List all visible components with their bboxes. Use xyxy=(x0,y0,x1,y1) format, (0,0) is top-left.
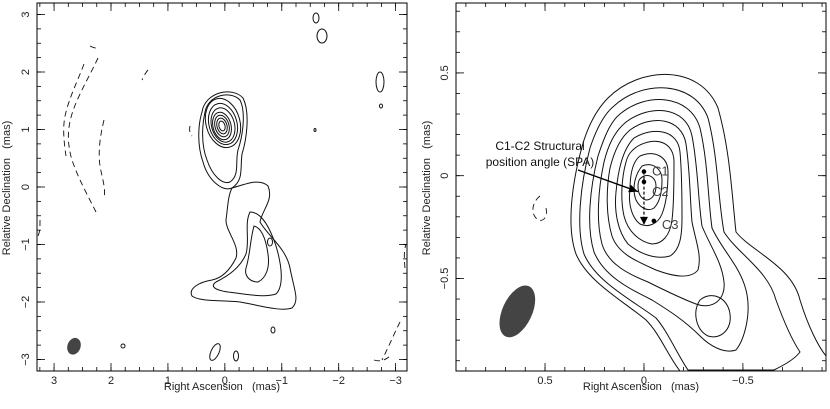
core-contour-4 xyxy=(212,111,232,141)
core-outer-contour-2 xyxy=(198,91,248,190)
right-contour-6 xyxy=(615,130,683,258)
core-outer-contour-1 xyxy=(202,94,244,184)
neg-contour-10 xyxy=(89,45,97,49)
spa-dashed-arrowhead xyxy=(639,216,648,225)
core-contour-3 xyxy=(210,107,236,143)
left-positive-contours xyxy=(120,12,385,362)
right-x-tick-label: 0.5 xyxy=(537,375,552,387)
right-contour-4 xyxy=(597,110,725,307)
spa-annotation-line1: C1-C2 Structural xyxy=(495,139,584,153)
left-x-tick-label: −3 xyxy=(389,375,402,387)
core-contour-6 xyxy=(216,117,228,135)
core-contour-5 xyxy=(214,114,230,138)
left-x-tick-label: 1 xyxy=(165,375,171,387)
components: C1 C2 C3 xyxy=(641,164,679,232)
right-positive-contours xyxy=(570,73,827,372)
right-contour-3 xyxy=(589,99,749,352)
neg-contour-3 xyxy=(98,119,105,199)
right-y-tick-label: 0 xyxy=(439,173,451,179)
spa-annotation-line2: position angle (SPA) xyxy=(486,155,595,169)
right-contour-8 xyxy=(629,153,669,227)
spa-arrowhead xyxy=(628,184,638,193)
component-c1-label: C1 xyxy=(652,164,669,179)
core-contour-1 xyxy=(204,97,242,149)
left-x-tick-label: −2 xyxy=(332,375,345,387)
right-negative-contour xyxy=(532,195,547,221)
component-c3-label: C3 xyxy=(662,217,679,232)
left-panel: 3 2 1 0 −1 −2 −3 3 2 1 0 −1 −2 −3 Right Ascension (ma… xyxy=(1,2,408,393)
jet-inner-contour-1 xyxy=(212,211,282,297)
right-contour-5 xyxy=(606,120,700,277)
left-x-tick-label: −1 xyxy=(275,375,288,387)
right-x-axis-label: Right Ascension (mas) xyxy=(583,381,699,393)
neg-contour-2 xyxy=(63,63,85,157)
island-contour-6 xyxy=(120,343,126,349)
left-y-tick-label: −1 xyxy=(20,238,32,251)
island-contour-8 xyxy=(313,128,317,132)
right-ticks: 0.5 0 −0.5 0.5 0 −0.5 xyxy=(439,3,826,387)
component-c2-label: C2 xyxy=(652,184,669,199)
right-knot-contour xyxy=(695,295,731,338)
island-contour-3 xyxy=(316,28,328,44)
right-y-tick-label: 0.5 xyxy=(439,65,451,80)
left-x-tick-label: 3 xyxy=(51,375,57,387)
jet-knot-contour-2 xyxy=(270,326,276,334)
neg-contour-8 xyxy=(37,219,41,237)
right-contour-10 xyxy=(637,175,657,201)
island-contour-4 xyxy=(312,12,320,24)
left-y-tick-label: 0 xyxy=(20,184,32,190)
neg-contour-1 xyxy=(67,57,99,213)
right-contour-1 xyxy=(570,73,827,372)
neg-contour-5 xyxy=(381,321,401,361)
island-contour-2 xyxy=(233,350,239,362)
left-y-tick-label: 2 xyxy=(20,69,32,75)
left-x-tick-label: 0 xyxy=(222,375,228,387)
left-negative-contours xyxy=(37,45,407,362)
island-contour-7 xyxy=(379,103,383,109)
right-y-axis-label: Relative Declination (mas) xyxy=(421,121,433,256)
right-contour-2 xyxy=(579,87,801,371)
right-x-tick-label: 0 xyxy=(641,375,647,387)
left-y-tick-label: −3 xyxy=(20,353,32,366)
left-beam-ellipse xyxy=(67,337,81,355)
jet-knot-contour xyxy=(267,237,273,247)
island-contour-5 xyxy=(375,71,385,93)
neg-contour-9 xyxy=(189,125,193,137)
left-x-axis-label: Right Ascension (mas) xyxy=(164,381,280,393)
jet-outer-contour xyxy=(190,181,297,310)
left-ticks: 3 2 1 0 −1 −2 −3 3 2 1 0 −1 −2 −3 xyxy=(20,3,407,387)
component-c3-dot xyxy=(651,218,657,224)
left-y-tick-label: 1 xyxy=(20,126,32,132)
right-x-tick-label: −0.5 xyxy=(732,375,754,387)
neg-contour-6 xyxy=(373,355,391,362)
left-y-tick-label: −2 xyxy=(20,296,32,309)
left-y-axis-label: Relative Declination (mas) xyxy=(1,121,13,256)
right-y-tick-label: −0.5 xyxy=(439,268,451,290)
jet-inner-contour-2 xyxy=(245,225,269,283)
neg-contour-7 xyxy=(403,243,407,269)
core-contour-2 xyxy=(207,102,239,146)
core-contour-7 xyxy=(218,120,226,132)
left-x-tick-label: 2 xyxy=(108,375,114,387)
right-plot-frame xyxy=(455,2,827,372)
neg-contour-4 xyxy=(141,69,149,81)
left-y-tick-label: 3 xyxy=(20,11,32,17)
right-contour-7 xyxy=(621,140,675,245)
right-beam-ellipse xyxy=(499,285,536,338)
right-panel: 0.5 0 −0.5 0.5 0 −0.5 Right Ascension (mas) R… xyxy=(421,2,827,393)
island-contour-1 xyxy=(209,343,221,361)
spa-arrow xyxy=(577,169,639,193)
